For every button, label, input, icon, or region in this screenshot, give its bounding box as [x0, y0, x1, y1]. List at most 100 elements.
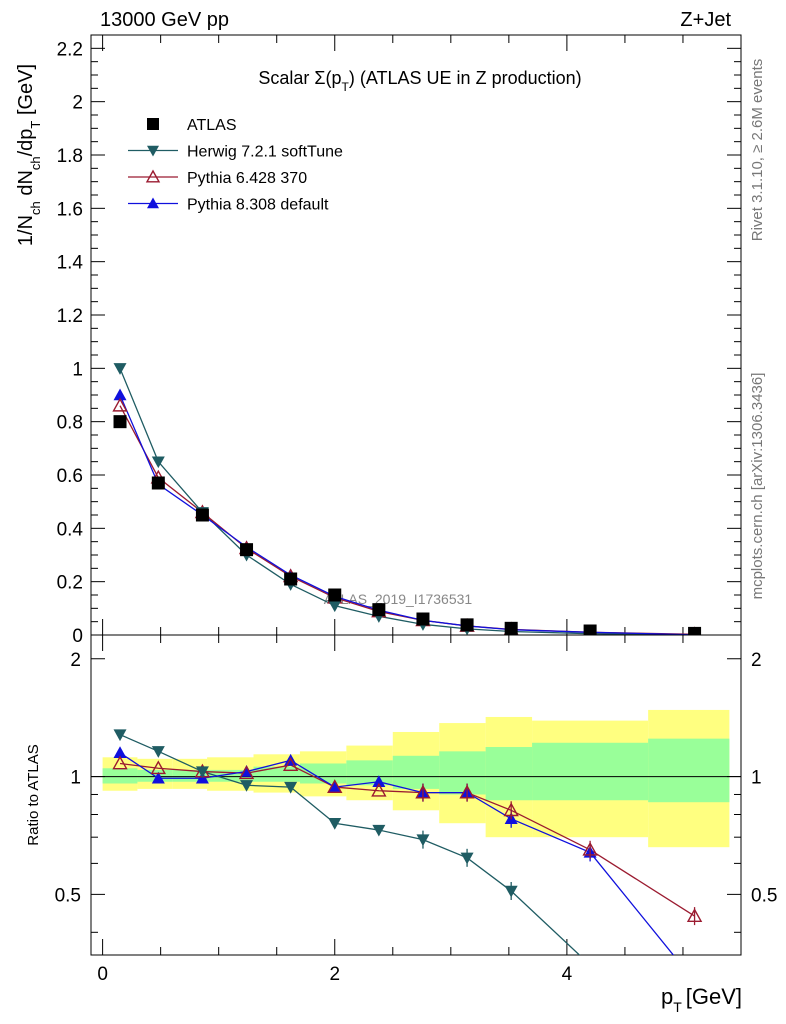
- ratio-point-herwig-7-2-1-softtune: [328, 818, 342, 830]
- ratio-band-green: [253, 766, 300, 782]
- x-tick-label: 4: [562, 964, 573, 985]
- x-axis-label: pT [GeV]: [661, 984, 742, 1015]
- main-axis-ticks: 0 0.2 0.4 0.6 0.8 1 1.2 1.4 1.6 1.8 2 2.2: [57, 34, 741, 647]
- ratio-point-herwig-7-2-1-softtune: [113, 729, 127, 742]
- main-point-atlas: [504, 621, 518, 635]
- ratio-point-pythia-6-428-370: [582, 841, 598, 856]
- main-y-tick-label: 1.6: [57, 199, 83, 220]
- ratio-line-herwig-7-2-1-softtune: [119, 734, 581, 955]
- legend-label-pythia-6-428-370: Pythia 6.428 370: [187, 170, 307, 187]
- process-label: Z+Jet: [680, 9, 731, 31]
- ratio-point-pythia-8-308-default: [328, 780, 342, 793]
- main-y-tick-label: 2: [72, 93, 83, 114]
- legend: ATLAS Herwig 7.2.1 softTune Pythia 6.428 3…: [128, 117, 343, 214]
- legend-label-pythia-8-308-default: Pythia 8.308 default: [187, 197, 329, 214]
- main-panel: Scalar Σ(pT) (ATLAS UE in Z production) …: [15, 34, 742, 647]
- ratio-axis-ticks: 0.5 0.5 1 1 2 2 0 2 4: [55, 635, 777, 985]
- main-point-pythia-8-308-default: [113, 388, 127, 401]
- main-y-tick-label: 0.2: [57, 573, 83, 594]
- ratio-point-herwig-7-2-1-softtune: [460, 852, 474, 865]
- main-point-atlas: [113, 415, 127, 429]
- ratio-point-pythia-8-308-default: [113, 746, 127, 759]
- ratio-point-herwig-7-2-1-softtune: [584, 960, 597, 972]
- ratio-point-pythia-6-428-370: [238, 765, 255, 780]
- mcplots-label: mcplots.cern.ch [arXiv:1306.3436]: [749, 373, 766, 600]
- ratio-band-green: [207, 769, 254, 782]
- ratio-uncertainty-bands: [102, 709, 730, 848]
- main-y-tick-label: 0.4: [57, 519, 84, 540]
- main-point-atlas: [195, 508, 209, 522]
- ratio-band-green: [392, 755, 440, 789]
- main-y-tick-label: 0.8: [57, 413, 83, 434]
- legend-marker-herwig-7-2-1-softtune: [147, 145, 159, 157]
- main-y-tick-label: 2.2: [57, 39, 83, 60]
- ratio-point-herwig-7-2-1-softtune: [195, 766, 209, 779]
- ratio-frame: [90, 634, 742, 956]
- x-tick-label: 2: [329, 964, 340, 985]
- ratio-y-tick-label: 1: [70, 768, 81, 789]
- ratio-point-pythia-6-428-370: [327, 779, 343, 793]
- main-point-atlas: [460, 618, 474, 632]
- rivet-label: Rivet 3.1.10, ≥ 2.6M events: [749, 59, 766, 242]
- main-point-atlas: [284, 572, 298, 586]
- ratio-band-green: [346, 760, 393, 786]
- main-point-herwig-7-2-1-softtune: [113, 363, 127, 375]
- main-point-pythia-6-428-370: [112, 397, 128, 412]
- ratio-band-green: [172, 769, 208, 782]
- main-point-herwig-7-2-1-softtune: [328, 600, 342, 613]
- ratio-line-pythia-6-428-370: [119, 762, 695, 917]
- legend-label-herwig-7-2-1-softtune: Herwig 7.2.1 softTune: [187, 144, 343, 161]
- main-y-tick-label: 1.8: [57, 146, 83, 167]
- main-point-atlas: [372, 603, 386, 617]
- legend-label-atlas: ATLAS: [187, 117, 237, 134]
- ratio-y-tick-label-right: 1: [751, 768, 762, 789]
- ratio-point-pythia-6-428-370: [150, 760, 167, 775]
- ratio-band-green: [439, 751, 486, 795]
- ratio-point-pythia-6-428-370: [282, 757, 299, 771]
- main-point-atlas: [240, 543, 254, 557]
- ratio-point-herwig-7-2-1-softtune: [284, 781, 298, 794]
- ratio-point-herwig-7-2-1-softtune: [504, 885, 518, 898]
- ratio-point-pythia-6-428-370: [503, 802, 519, 817]
- main-point-atlas: [416, 612, 430, 626]
- main-point-atlas: [151, 476, 165, 490]
- legend-marker-pythia-6-428-370: [145, 169, 161, 183]
- main-y-tick-label: 0: [72, 626, 83, 647]
- ratio-panel: 0.5 0.5 1 1 2 2 0 2 4 Ratio to ATLAS: [25, 634, 777, 985]
- ratio-point-herwig-7-2-1-softtune: [416, 834, 430, 847]
- main-y-tick-label: 1.2: [57, 306, 83, 327]
- ratio-y-tick-label: 0.5: [55, 885, 81, 906]
- ratio-point-pythia-6-428-370: [686, 908, 703, 923]
- ratio-point-pythia-6-428-370: [415, 784, 431, 799]
- ratio-band-green: [485, 747, 533, 801]
- ratio-line-pythia-8-308-default: [119, 752, 675, 955]
- ratio-point-pythia-6-428-370: [112, 755, 128, 770]
- main-title: Scalar Σ(pT) (ATLAS UE in Z production): [258, 68, 581, 94]
- ratio-y-axis-label: Ratio to ATLAS: [25, 744, 42, 845]
- ratio-y-tick-label: 2: [70, 650, 81, 671]
- main-y-axis-label: 1/Nch dNch/dpT [GeV]: [15, 64, 43, 246]
- energy-label: 13000 GeV pp: [100, 9, 229, 31]
- ratio-band-green: [532, 742, 649, 801]
- ratio-point-herwig-7-2-1-softtune: [240, 780, 254, 792]
- ratio-band-green: [299, 763, 347, 784]
- main-y-tick-label: 0.6: [57, 466, 83, 487]
- ratio-band-green: [648, 738, 730, 803]
- main-line-herwig-7-2-1-softtune: [119, 368, 695, 635]
- ratio-point-pythia-6-428-370: [459, 784, 475, 799]
- ratio-point-pythia-8-308-default: [372, 775, 386, 787]
- legend-marker-pythia-8-308-default: [147, 197, 159, 209]
- main-point-herwig-7-2-1-softtune: [151, 456, 165, 469]
- main-point-atlas: [328, 588, 342, 602]
- main-point-atlas: [688, 626, 702, 635]
- ratio-y-tick-label-right: 0.5: [751, 885, 777, 906]
- ratio-point-pythia-6-428-370: [371, 782, 387, 797]
- main-series: [112, 363, 702, 635]
- analysis-watermark: ATLAS_2019_I1736531: [324, 591, 473, 607]
- legend-marker-atlas: [147, 118, 159, 130]
- ratio-band-green: [102, 768, 138, 784]
- x-tick-label: 0: [97, 964, 108, 985]
- main-y-tick-label: 1.4: [57, 253, 84, 274]
- main-line-pythia-8-308-default: [119, 394, 695, 635]
- ratio-point-pythia-8-308-default: [151, 771, 165, 784]
